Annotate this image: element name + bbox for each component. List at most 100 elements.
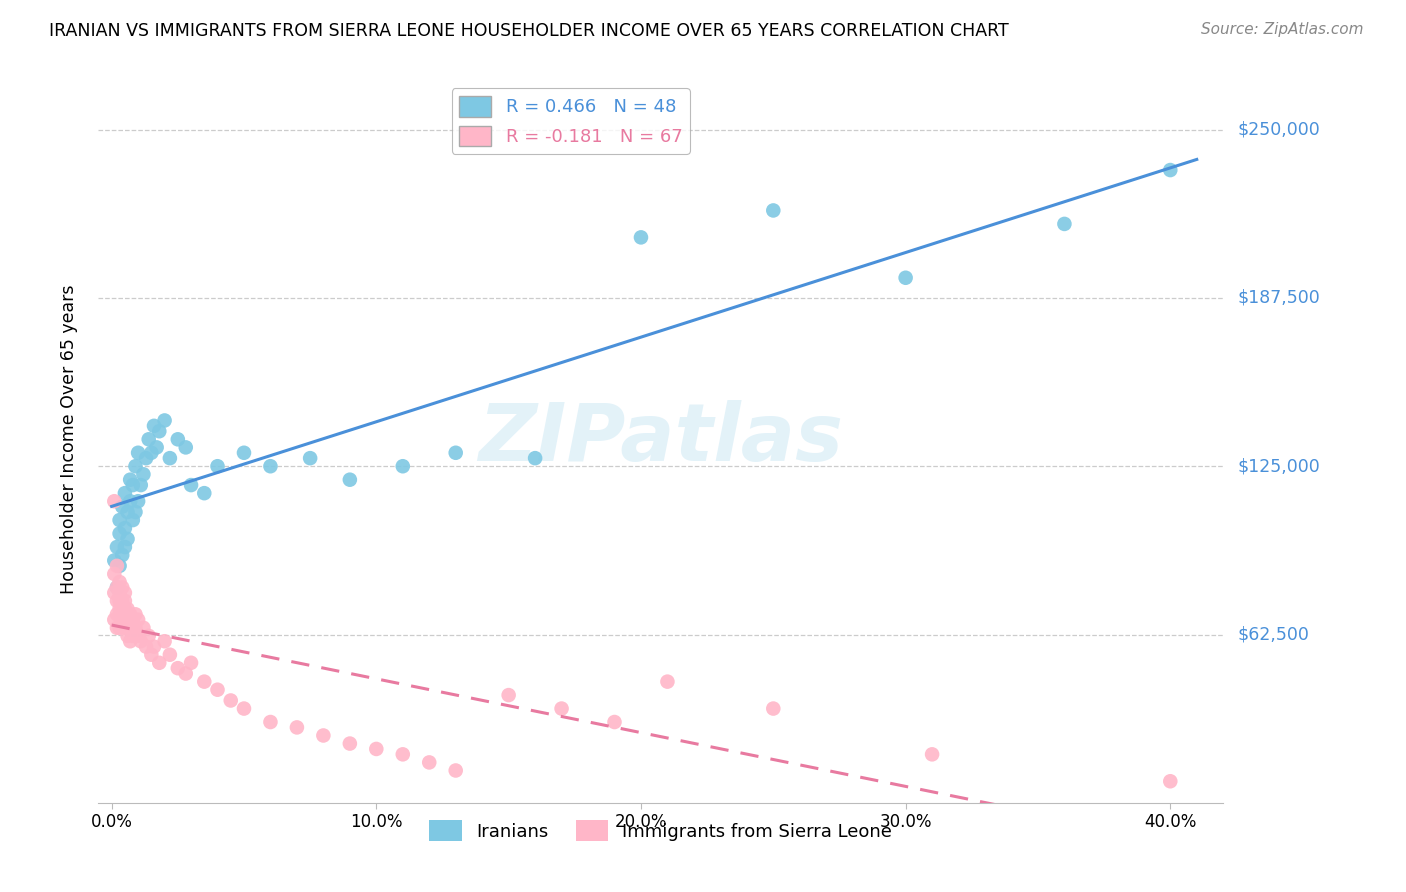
Point [120,607,142,622]
Point [121,513,143,527]
Y-axis label: Householder Income Over 65 years: Householder Income Over 65 years [59,285,77,594]
Point [444,446,467,460]
Point [124,607,146,622]
Point [111,581,134,595]
Point [143,640,166,654]
Point [1159,774,1181,789]
Point [117,532,139,546]
Point [138,432,160,446]
Point [141,446,163,460]
Point [103,553,125,567]
Text: $62,500: $62,500 [1237,625,1309,643]
Point [108,513,131,527]
Text: Source: ZipAtlas.com: Source: ZipAtlas.com [1201,22,1364,37]
Point [166,432,188,446]
Point [117,505,139,519]
Point [921,747,943,762]
Text: $187,500: $187,500 [1237,289,1320,307]
Point [339,473,361,487]
Point [105,540,128,554]
Point [141,648,163,662]
Point [129,634,152,648]
Point [127,494,149,508]
Point [108,586,131,600]
Point [105,581,128,595]
Point [114,613,136,627]
Point [120,473,142,487]
Point [299,451,322,466]
Point [180,656,202,670]
Point [603,714,626,729]
Legend: Iranians, Immigrants from Sierra Leone: Iranians, Immigrants from Sierra Leone [422,813,900,848]
Point [129,478,152,492]
Point [121,478,143,492]
Point [111,602,134,616]
Point [391,459,413,474]
Point [153,413,176,427]
Point [233,446,256,460]
Text: ZIPatlas: ZIPatlas [478,401,844,478]
Point [138,629,160,643]
Point [103,586,125,600]
Point [121,629,143,643]
Point [285,720,308,734]
Point [1053,217,1076,231]
Point [193,486,215,500]
Point [127,629,149,643]
Point [105,581,128,595]
Point [174,666,197,681]
Point [339,737,361,751]
Point [103,613,125,627]
Point [111,548,134,562]
Point [180,478,202,492]
Point [159,648,181,662]
Point [114,586,136,600]
Point [132,621,155,635]
Point [127,613,149,627]
Point [103,566,125,581]
Point [105,607,128,622]
Point [132,467,155,482]
Point [498,688,520,702]
Point [444,764,467,778]
Point [114,594,136,608]
Point [148,656,170,670]
Point [114,486,136,500]
Point [762,701,785,715]
Point [145,441,167,455]
Point [233,701,256,715]
Point [762,203,785,218]
Text: $250,000: $250,000 [1237,120,1320,138]
Point [114,602,136,616]
Point [120,621,142,635]
Point [312,729,335,743]
Point [127,446,149,460]
Point [366,742,388,756]
Point [148,424,170,438]
Point [111,613,134,627]
Point [108,621,131,635]
Point [124,621,146,635]
Point [159,451,181,466]
Point [111,500,134,514]
Point [391,747,413,762]
Point [153,634,176,648]
Point [108,558,131,573]
Point [174,441,197,455]
Point [894,270,917,285]
Point [117,629,139,643]
Point [124,459,146,474]
Text: $125,000: $125,000 [1237,458,1320,475]
Point [108,526,131,541]
Point [111,594,134,608]
Point [124,505,146,519]
Point [207,459,229,474]
Point [105,558,128,573]
Point [550,701,572,715]
Point [103,494,125,508]
Text: IRANIAN VS IMMIGRANTS FROM SIERRA LEONE HOUSEHOLDER INCOME OVER 65 YEARS CORRELA: IRANIAN VS IMMIGRANTS FROM SIERRA LEONE … [49,22,1010,40]
Point [120,494,142,508]
Point [108,602,131,616]
Point [114,521,136,535]
Point [630,230,652,244]
